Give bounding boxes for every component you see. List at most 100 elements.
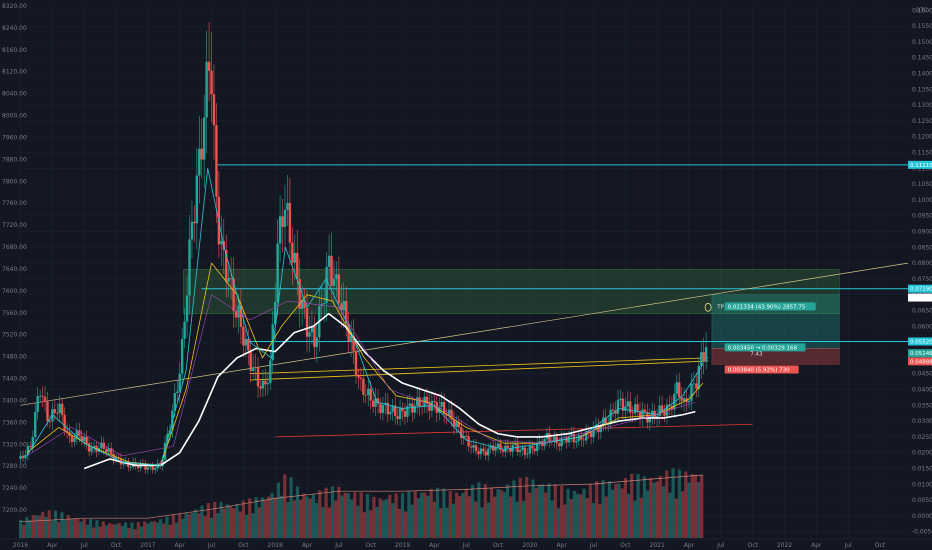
volume-bar — [442, 488, 446, 538]
candle-body — [565, 437, 568, 443]
candle-body — [379, 403, 382, 413]
volume-bar — [502, 492, 506, 538]
candle-body — [580, 435, 583, 440]
candle-body — [256, 367, 260, 387]
x-axis-tick-label: 2021 — [650, 542, 665, 549]
volume-bar — [136, 522, 140, 538]
candle-body — [369, 388, 372, 401]
annotation-text: 0.021334 (43.90%) 2857.75 — [728, 304, 806, 310]
candle-body — [538, 441, 541, 443]
grid-lines — [18, 4, 908, 538]
right-axis-tick-label: 0.130000 — [912, 102, 932, 109]
candle-body — [161, 459, 164, 467]
candle-body — [516, 444, 519, 453]
volume-bar — [346, 493, 351, 538]
right-axis-tick-label: 0.000000 — [912, 513, 932, 520]
volume-bar — [289, 477, 293, 538]
left-axis: 8320.00 8240.00 8160.00 8120.00 8040.00 8000.… — [2, 3, 27, 514]
volume-bar — [98, 526, 102, 538]
left-axis-tick-label: 7720.00 — [2, 222, 27, 229]
volume-bar — [668, 492, 672, 538]
left-axis-tick-label: 8120.00 — [2, 69, 27, 76]
candle-body — [56, 412, 59, 414]
volume-bar — [534, 487, 538, 538]
volume-bar — [582, 488, 586, 538]
candle-body — [232, 278, 235, 312]
trendline — [275, 423, 753, 438]
volume-bar — [203, 515, 207, 538]
volume-bar — [375, 506, 379, 538]
moving-averages — [26, 167, 704, 470]
candle-body — [286, 202, 289, 210]
volume-bar — [404, 511, 408, 538]
x-axis-tick-label: Apr — [47, 542, 58, 549]
candle-body — [65, 430, 69, 433]
candle-body — [330, 255, 333, 287]
candle-body — [190, 221, 194, 240]
volume-bar — [349, 499, 354, 538]
volume-bar — [241, 500, 245, 538]
candle-body — [425, 396, 429, 404]
candle-body — [178, 373, 181, 392]
volume-bar — [550, 500, 554, 538]
candle-body — [464, 435, 468, 437]
volume-bar — [197, 513, 201, 538]
candles — [19, 22, 708, 475]
left-axis-tick-label: 7400.00 — [2, 397, 27, 404]
candle-body — [403, 411, 407, 417]
candle-body — [85, 436, 88, 444]
candle-body — [548, 433, 551, 442]
right-axis-tick-label: 0.005000 — [912, 497, 932, 504]
time-axis[interactable]: 2016 Apr Jul Oct 2017 Apr Jul Oct 2018 Apr Jul Oct 2… — [0, 538, 932, 549]
candle-body — [24, 455, 27, 459]
volume-bar — [512, 480, 516, 538]
candle-body — [418, 397, 421, 407]
candle-body — [58, 403, 61, 414]
volume-bar — [95, 520, 99, 538]
volume-bar — [321, 507, 325, 538]
candle-body — [207, 61, 211, 71]
candle-body — [658, 405, 661, 416]
candle-body — [528, 446, 532, 454]
candle-body — [78, 430, 81, 436]
candle-body — [619, 398, 622, 401]
annotation-box — [724, 365, 799, 374]
volume-bar — [636, 474, 640, 538]
candle-body — [616, 400, 620, 414]
candle-body — [396, 415, 399, 420]
left-axis-tick-label: 7480.00 — [2, 354, 27, 361]
candle-body — [367, 388, 370, 396]
volume-bar — [461, 493, 465, 538]
x-axis-tick-label: 2020 — [522, 542, 537, 549]
volume-bar — [391, 503, 395, 538]
volume-bar — [537, 485, 541, 538]
candle-body — [19, 455, 22, 460]
x-axis-tick-label: Jul — [207, 542, 216, 549]
volume-bar — [572, 490, 577, 538]
volume-bar — [646, 490, 650, 538]
volume-bar — [101, 521, 105, 538]
volume-bar — [314, 502, 319, 538]
candle-body — [629, 401, 632, 413]
volume-bar — [139, 526, 144, 538]
candle-body — [122, 462, 125, 465]
annotation-text: 0.003450 → 0.00329.168 — [728, 345, 798, 351]
left-axis-tick-label: 8320.00 — [2, 3, 27, 10]
volume-bar — [451, 503, 456, 538]
right-axis-tick-label: 0.140000 — [912, 71, 932, 78]
volume-bar — [365, 493, 370, 538]
left-axis-tick-label: 7760.00 — [2, 200, 27, 207]
candle-body — [413, 405, 416, 413]
candle-body — [599, 426, 603, 433]
candle-body — [198, 148, 201, 176]
volume-bar — [229, 505, 233, 538]
candle-body — [381, 404, 385, 413]
volume-bar — [276, 482, 280, 538]
annotation-box — [724, 302, 816, 311]
candle-body — [87, 443, 91, 452]
volume-bar — [601, 480, 605, 538]
volume-bar — [649, 477, 653, 538]
